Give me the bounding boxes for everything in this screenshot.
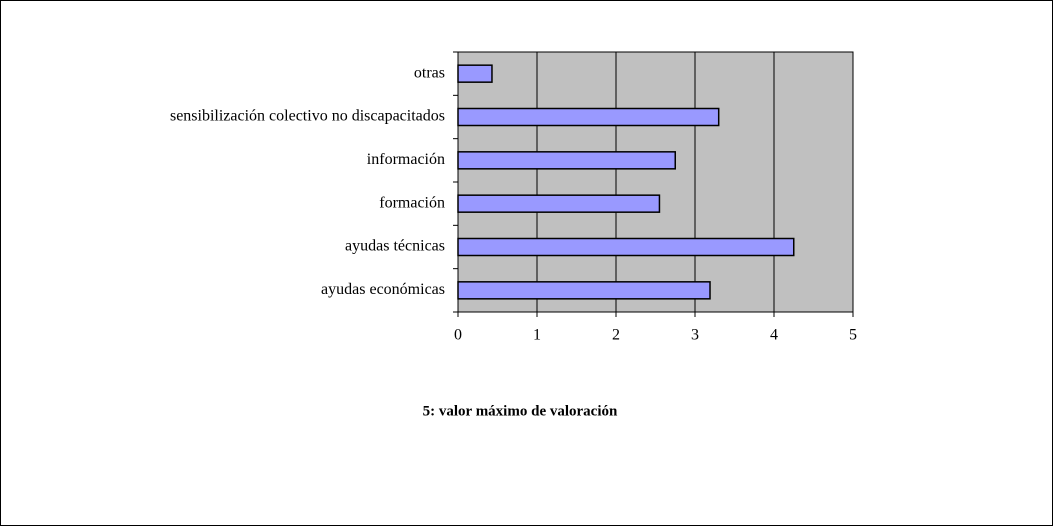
annotation: 5: valor máximo de valoración	[423, 403, 618, 419]
bar	[457, 194, 661, 213]
y-tick-label: formación	[379, 194, 445, 211]
x-tick-label: 0	[454, 327, 462, 344]
x-tick-label: 2	[612, 327, 620, 344]
x-tick-label: 5	[849, 327, 857, 344]
y-tick-label: sensibilización colectivo no discapacita…	[170, 108, 445, 125]
bar	[457, 107, 720, 127]
y-tick-label: ayudas económicas	[321, 281, 445, 298]
y-tick-label: ayudas técnicas	[345, 238, 445, 255]
bar	[457, 237, 795, 257]
x-tick-label: 3	[691, 327, 699, 344]
bar	[457, 64, 493, 83]
bar	[457, 281, 711, 300]
y-tick-label: información	[367, 151, 445, 168]
plot-area	[458, 52, 853, 312]
bar	[457, 151, 676, 170]
y-tick-label: otras	[414, 64, 445, 81]
x-tick-label: 4	[770, 327, 778, 344]
x-tick-label: 1	[533, 327, 541, 344]
